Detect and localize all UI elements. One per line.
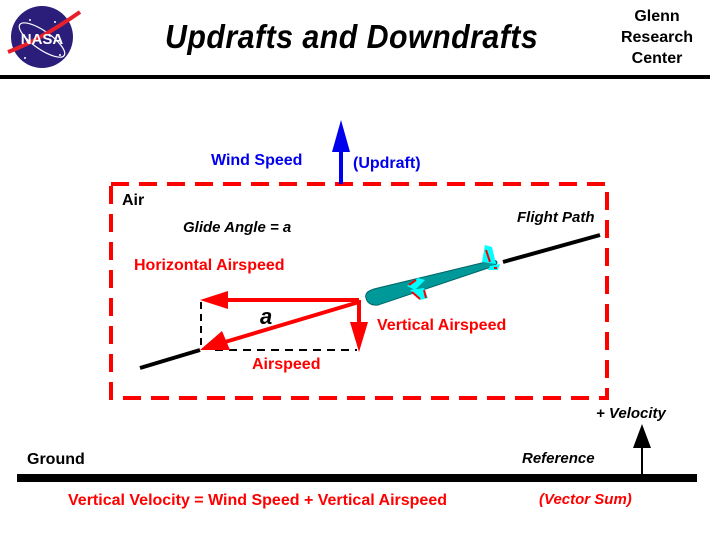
flight-path-line-upper <box>502 233 601 264</box>
airspeed-arrow-icon <box>200 300 360 350</box>
nasa-logo-icon: NASA <box>7 6 82 68</box>
flight-path-label: Flight Path <box>517 209 595 226</box>
vector-sum-note: (Vector Sum) <box>539 491 632 508</box>
ground-line <box>17 474 697 482</box>
center-line-1: Glenn <box>634 8 680 25</box>
wind-speed-arrow-icon <box>332 120 350 184</box>
airspeed-label: Airspeed <box>252 356 321 373</box>
center-line-3: Center <box>631 50 683 67</box>
flight-path-line-lower <box>139 348 201 370</box>
vertical-velocity-equation: Vertical Velocity = Wind Speed + Vertica… <box>68 492 447 509</box>
page-title: Updrafts and Downdrafts <box>165 18 539 55</box>
air-label: Air <box>122 192 145 209</box>
horizontal-airspeed-label: Horizontal Airspeed <box>134 257 285 274</box>
glenn-research-center-label: Glenn Research Center <box>612 6 702 69</box>
horizontal-airspeed-arrow-icon <box>200 291 359 309</box>
velocity-label: + Velocity <box>596 405 666 422</box>
reference-velocity-arrow-icon <box>633 424 651 474</box>
glider-aircraft-icon <box>365 245 500 306</box>
header-divider <box>0 75 710 79</box>
center-line-2: Research <box>620 29 694 46</box>
reference-label: Reference <box>522 450 595 467</box>
updraft-label: (Updraft) <box>353 155 421 172</box>
vertical-airspeed-label: Vertical Airspeed <box>377 317 507 334</box>
air-mass-box <box>109 182 609 400</box>
wind-speed-label: Wind Speed <box>211 152 303 169</box>
svg-text:NASA: NASA <box>21 31 64 48</box>
glide-angle-label: Glide Angle = a <box>183 219 292 236</box>
angle-symbol: a <box>260 304 273 329</box>
ground-label: Ground <box>27 451 85 468</box>
vertical-airspeed-arrow-icon <box>350 300 368 352</box>
